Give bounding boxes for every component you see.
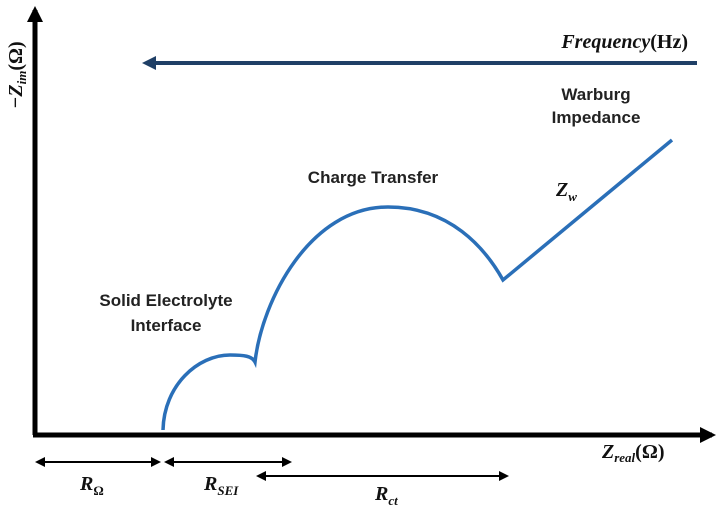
text-part: Z xyxy=(555,179,568,201)
sei-label: Solid Electrolyte Interface xyxy=(99,291,232,335)
text-part: im xyxy=(14,71,29,85)
text-part: R xyxy=(79,473,93,495)
text-part: w xyxy=(568,189,577,204)
text-part: R xyxy=(374,483,388,505)
text-part: Impedance xyxy=(552,108,641,127)
warburg-label: Warburg Impedance xyxy=(552,85,641,127)
text-part: Warburg xyxy=(561,85,630,104)
r-omega-label: RΩ xyxy=(79,473,104,498)
text-part: real xyxy=(614,450,635,465)
text-part: (Hz) xyxy=(650,31,688,53)
text-part: Frequency xyxy=(560,31,650,53)
y-axis-label: −Zim(Ω) xyxy=(5,41,29,108)
text-part: SEI xyxy=(217,483,239,498)
text-part: R xyxy=(203,473,217,495)
text-part: ct xyxy=(388,493,398,508)
x-axis-label: Zreal(Ω) xyxy=(601,441,665,465)
text-part: Ω xyxy=(93,483,103,498)
r-sei-label: RSEI xyxy=(203,473,239,498)
text-part: (Ω) xyxy=(635,441,664,463)
frequency-label: Frequency(Hz) xyxy=(560,31,688,53)
impedance-curve xyxy=(161,138,674,431)
text-part: (Ω) xyxy=(5,41,27,70)
text-part: −Z xyxy=(5,84,27,108)
r-ct-label: Rct xyxy=(374,483,398,508)
text-part: Interface xyxy=(131,316,202,335)
text-part: Solid Electrolyte xyxy=(99,291,232,310)
charge-transfer-label: Charge Transfer xyxy=(308,168,439,187)
zw-label: Zw xyxy=(555,179,577,204)
text-part: Z xyxy=(601,441,614,463)
